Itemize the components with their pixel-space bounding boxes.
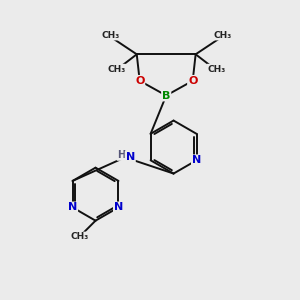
Text: CH₃: CH₃ (70, 232, 88, 242)
Text: H: H (117, 150, 125, 160)
Text: N: N (126, 152, 135, 162)
Text: O: O (188, 76, 197, 86)
Text: CH₃: CH₃ (207, 64, 225, 74)
Text: CH₃: CH₃ (107, 64, 125, 74)
Text: CH₃: CH₃ (101, 31, 119, 40)
Text: N: N (192, 155, 201, 165)
Text: N: N (114, 202, 123, 212)
Text: CH₃: CH₃ (213, 31, 231, 40)
Text: O: O (135, 76, 144, 86)
Text: B: B (162, 91, 170, 100)
Text: N: N (68, 202, 77, 212)
